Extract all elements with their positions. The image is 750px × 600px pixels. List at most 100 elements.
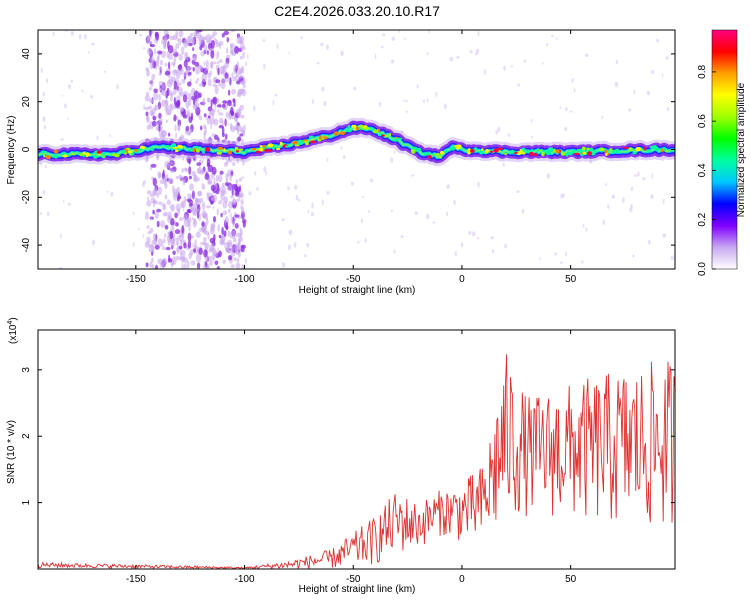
noise-speck [471, 231, 476, 237]
noise-speck [149, 193, 155, 198]
noise-speck [622, 197, 625, 204]
noise-speck [188, 166, 192, 175]
noise-speck [229, 232, 232, 238]
noise-speck [211, 113, 214, 118]
noise-speck [149, 217, 153, 221]
noise-speck [382, 33, 386, 37]
noise-speck [200, 125, 203, 131]
ridge-peak [259, 145, 263, 148]
noise-speck [642, 177, 646, 181]
ridge-peak [85, 152, 90, 157]
noise-speck [521, 208, 525, 214]
ridge-peak [490, 150, 493, 154]
noise-speck [175, 132, 178, 139]
noise-speck [162, 169, 165, 177]
noise-speck [191, 217, 194, 221]
noise-speck [200, 51, 205, 57]
snr-multiplier-exponent: 4 [7, 321, 14, 325]
noise-speck [202, 81, 206, 86]
noise-speck [435, 92, 438, 97]
noise-speck [240, 114, 245, 119]
noise-speck [232, 204, 237, 209]
noise-speck [220, 212, 223, 218]
ridge-peak [444, 148, 448, 153]
noise-speck [311, 202, 314, 209]
ridge-peak [377, 128, 381, 133]
noise-speck [224, 118, 227, 127]
y-tick-label: 20 [21, 96, 32, 108]
noise-speck [232, 229, 236, 237]
noise-speck [571, 77, 574, 83]
noise-speck [154, 264, 159, 269]
noise-speck [205, 205, 211, 209]
noise-speck [227, 184, 233, 192]
noise-speck [253, 105, 256, 112]
noise-speck [239, 133, 244, 137]
noise-speck [662, 199, 665, 204]
noise-speck [182, 114, 188, 119]
ridge-peak [365, 126, 369, 130]
ridge-peak [170, 147, 174, 151]
noise-speck [175, 30, 179, 39]
x-tick-label: -100 [235, 574, 255, 585]
noise-speck [165, 110, 171, 116]
noise-speck [217, 174, 223, 183]
noise-speck [231, 72, 234, 78]
noise-speck [187, 240, 192, 249]
noise-speck [154, 47, 157, 55]
noise-speck [393, 150, 396, 154]
noise-speck [222, 100, 228, 104]
spectrogram-ridge-layer [38, 117, 675, 167]
noise-speck [176, 246, 180, 255]
noise-speck [189, 183, 194, 191]
noise-speck [168, 254, 171, 263]
noise-speck [629, 207, 633, 213]
colorbar-tick-label: 0.2 [697, 212, 708, 226]
ridge-peak [355, 126, 359, 131]
noise-speck [194, 61, 200, 67]
noise-speck [236, 257, 240, 263]
noise-speck [364, 238, 367, 243]
noise-speck [157, 171, 162, 179]
ridge-peak [195, 148, 200, 153]
noise-speck [357, 241, 360, 244]
noise-speck [342, 155, 346, 159]
x-tick-label: 0 [459, 274, 465, 285]
noise-speck [187, 92, 192, 102]
noise-speck [191, 243, 195, 248]
noise-speck [634, 174, 638, 177]
noise-speck [215, 175, 219, 183]
noise-speck [193, 175, 199, 183]
noise-speck [182, 94, 188, 103]
noise-speck [234, 223, 239, 229]
noise-speck [244, 61, 248, 67]
noise-speck [68, 84, 71, 89]
ridge-peak [276, 147, 281, 151]
noise-speck [158, 201, 163, 205]
noise-speck [502, 162, 505, 167]
colorbar: 0.0 0.2 0.4 0.6 0.8 Normalized spectral ampl… [697, 29, 747, 276]
noise-speck [150, 56, 155, 64]
noise-speck [169, 231, 174, 240]
noise-speck [201, 221, 205, 227]
noise-speck [456, 56, 460, 59]
noise-speck [239, 104, 244, 111]
noise-speck [87, 51, 91, 54]
ridge-peak [139, 145, 146, 150]
noise-speck [232, 98, 236, 103]
noise-speck [210, 40, 215, 49]
noise-speck [614, 81, 619, 88]
noise-speck [165, 98, 168, 108]
ridge-peak [538, 149, 541, 152]
noise-speck [170, 218, 175, 226]
noise-speck [369, 178, 374, 183]
noise-speck [182, 206, 185, 212]
noise-speck [492, 249, 495, 254]
noise-speck [474, 52, 479, 56]
noise-speck [132, 242, 135, 248]
noise-speck [205, 260, 208, 268]
noise-speck [162, 212, 167, 217]
noise-speck [52, 31, 55, 37]
ridge-peak [381, 134, 385, 137]
noise-speck [523, 59, 526, 63]
